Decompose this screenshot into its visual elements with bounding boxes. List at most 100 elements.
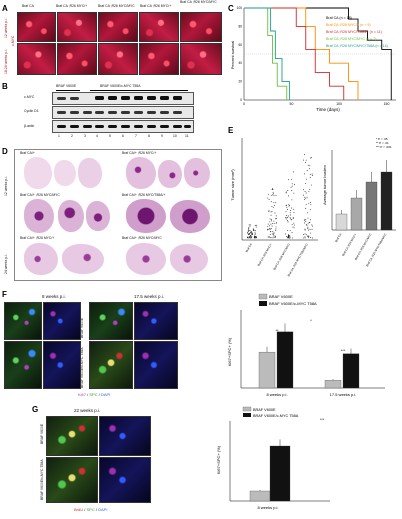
group-label: Braf CA ;R26 MYC/+ [257, 242, 274, 267]
tumor-point [254, 232, 256, 234]
tumor-point [306, 225, 308, 227]
legend-entry: Braf CA ;R26 MYC/MYC/T58A (n = 14) [326, 44, 388, 48]
ki67-bar [342, 353, 360, 389]
tumor-point [292, 226, 294, 228]
tumor-point [309, 189, 311, 190]
tumor-point [273, 193, 275, 195]
tumor-point [291, 183, 293, 185]
tumor-point [287, 215, 289, 217]
legend-entry: Braf CA (n = 18) [326, 16, 352, 20]
tumor-point [255, 224, 257, 226]
tumor-point [291, 190, 293, 192]
col-label-4: Braf CA ;R26 MYC/+ [140, 4, 172, 8]
d-label-3: Braf CA/+ ;R26 MYC/MYC [20, 193, 60, 197]
f-timepoint-2: 17.5 weeks p.i. [134, 294, 165, 299]
group-label: Braf CA ;R26 MYC/T58A/MYC [287, 243, 309, 278]
tumor-point [292, 217, 294, 219]
tumor-point [272, 192, 274, 194]
y-tick-label: 40 [238, 61, 242, 65]
if-image [89, 341, 133, 389]
tumor-point [255, 235, 257, 237]
tumor-point [275, 194, 277, 196]
lung-section [24, 157, 52, 189]
d-label-2: Braf CA/+ ;R26 MYC/+ [122, 151, 157, 155]
g-ylabel: Ki67+SPC+ (%) [216, 445, 221, 474]
x-tick-label: 100 [336, 102, 342, 106]
tumor-point [272, 194, 274, 196]
tumor-point [292, 237, 294, 239]
brdu-bar [249, 490, 271, 502]
tumor-point [269, 221, 271, 223]
d-label-6: Braf CA/+ ;R26 MYC/MYC [122, 236, 162, 240]
burden-bar [350, 197, 363, 231]
bar-category-label: Braf CA ;R26 MYC/+ [341, 232, 358, 257]
tumor-point [248, 227, 250, 229]
burden-bar [380, 171, 393, 231]
g-timepoint: 22 weeks p.i. [74, 408, 101, 413]
f-sig-2: ** [275, 328, 279, 333]
survival-line [244, 7, 288, 100]
tumor-point [275, 228, 277, 230]
tumor-point [251, 235, 253, 237]
tumor-point [307, 164, 309, 166]
d-label-1: Braf CA/+ [20, 151, 35, 155]
tumor-point [291, 185, 293, 187]
tumor-point [305, 162, 307, 164]
tumor-point [271, 233, 273, 235]
f-sig-3: *** [341, 348, 346, 353]
row-label-18wk: 18-24 weeks p.i. [4, 49, 8, 74]
f-legend-1: BRAF V600E [269, 294, 293, 299]
tumor-point [305, 207, 307, 209]
tumor-point [308, 222, 310, 224]
tumor-point [304, 182, 306, 184]
tumor-point [309, 209, 311, 211]
tumor-point [270, 228, 272, 230]
ihc-tile [139, 43, 179, 75]
tumor-point [305, 221, 307, 222]
f-legend-2: BRAF V600E/c-MYC T58A [269, 301, 317, 306]
lung-section [24, 243, 58, 275]
f-xtick-2: 17.5 weeks p.i. [330, 392, 357, 397]
f-xtick-1: 8 weeks p.i. [266, 392, 287, 397]
tumor-point [308, 236, 310, 238]
f-ylabel: Ki67+SPC+ (%) [227, 337, 232, 366]
tumor-point [255, 237, 257, 239]
tumor-point [254, 236, 256, 238]
panel-label-a: A [2, 4, 8, 13]
tumor-point [307, 212, 308, 214]
tumor-point [303, 159, 304, 161]
tumor-point [270, 201, 272, 203]
survival-xlabel: Time (days) [316, 107, 340, 112]
tumor-point [285, 205, 287, 207]
tumor-point [273, 195, 275, 197]
tumor-point [269, 218, 271, 220]
g-row-2: BRAF V600E/c-MYC T58A [40, 459, 44, 500]
tumor-point [270, 230, 272, 232]
tumor-point [291, 178, 292, 180]
tumor-point [285, 192, 287, 194]
tumor-point [268, 229, 270, 231]
tumor-point [289, 237, 291, 239]
if-image [4, 302, 42, 340]
tumor-point [254, 233, 256, 235]
tumor-point [288, 234, 289, 236]
tumor-point [247, 232, 249, 234]
panel-label-e: E [228, 126, 234, 135]
tumor-point [249, 233, 251, 235]
tumor-panel: Braf CA Braf CA ;R26 MYC/+ Braf CA ;R26 MY… [230, 137, 396, 278]
ihc-tile [139, 12, 179, 42]
g-legend-2: BRAF V600E/c-MYC T58A [253, 414, 299, 418]
tumor-point [247, 232, 249, 233]
panel-label-g: G [32, 405, 39, 414]
tumor-point [272, 237, 274, 239]
wb-lane-9: 9 [161, 134, 163, 138]
tumor-point [268, 211, 270, 212]
tumor-point [267, 193, 269, 195]
wb-row-cmyc: c-MYC [24, 95, 35, 99]
if-image [134, 302, 178, 340]
tumor-point [304, 199, 306, 200]
tumor-point [308, 237, 310, 239]
tumor-point [311, 157, 312, 159]
legend-entry: Braf CA ;R26 MYC/+ (n = 9) [326, 23, 371, 27]
tumor-point [308, 191, 310, 193]
